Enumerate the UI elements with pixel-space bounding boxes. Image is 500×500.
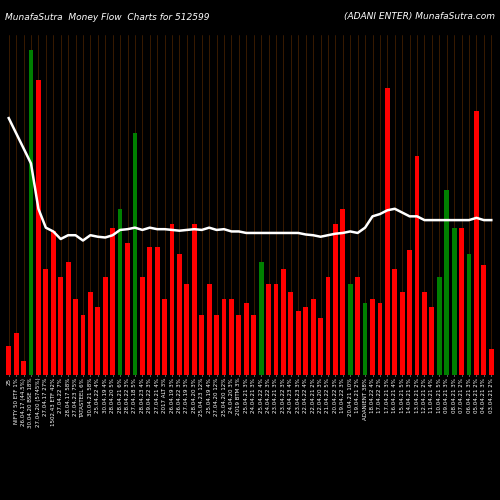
Bar [73, 300, 78, 375]
Bar [459, 228, 464, 375]
Bar [296, 311, 300, 375]
Bar [362, 303, 368, 375]
Bar [474, 110, 479, 375]
Bar [437, 277, 442, 375]
Bar [214, 314, 219, 375]
Bar [489, 348, 494, 375]
Bar [200, 314, 204, 375]
Bar [110, 228, 115, 375]
Bar [14, 334, 18, 375]
Bar [340, 209, 345, 375]
Bar [132, 133, 138, 375]
Text: MunafaSutra  Money Flow  Charts for 512599: MunafaSutra Money Flow Charts for 512599 [5, 12, 210, 22]
Bar [392, 269, 397, 375]
Bar [452, 228, 456, 375]
Bar [28, 50, 34, 375]
Bar [58, 277, 63, 375]
Bar [466, 254, 471, 375]
Bar [378, 303, 382, 375]
Bar [385, 88, 390, 375]
Bar [333, 224, 338, 375]
Bar [252, 314, 256, 375]
Bar [88, 292, 93, 375]
Bar [51, 232, 56, 375]
Bar [222, 300, 226, 375]
Bar [348, 284, 352, 375]
Bar [207, 284, 212, 375]
Bar [318, 318, 323, 375]
Bar [118, 209, 122, 375]
Bar [21, 362, 26, 375]
Bar [258, 262, 264, 375]
Bar [266, 284, 271, 375]
Bar [370, 300, 375, 375]
Bar [6, 346, 11, 375]
Bar [444, 190, 449, 375]
Bar [36, 80, 41, 375]
Bar [274, 284, 278, 375]
Bar [414, 156, 420, 375]
Bar [281, 269, 286, 375]
Bar [236, 314, 242, 375]
Bar [125, 243, 130, 375]
Text: (ADANI ENTER) MunafaSutra.com: (ADANI ENTER) MunafaSutra.com [344, 12, 495, 22]
Bar [304, 307, 308, 375]
Bar [310, 300, 316, 375]
Bar [422, 292, 427, 375]
Bar [184, 284, 190, 375]
Bar [44, 269, 48, 375]
Bar [155, 246, 160, 375]
Bar [326, 277, 330, 375]
Bar [162, 300, 167, 375]
Bar [229, 300, 234, 375]
Bar [177, 254, 182, 375]
Bar [66, 262, 70, 375]
Bar [192, 224, 196, 375]
Bar [80, 314, 86, 375]
Bar [355, 277, 360, 375]
Bar [482, 266, 486, 375]
Bar [244, 303, 248, 375]
Bar [103, 277, 108, 375]
Bar [288, 292, 293, 375]
Bar [400, 292, 404, 375]
Bar [407, 250, 412, 375]
Bar [140, 277, 145, 375]
Bar [170, 224, 174, 375]
Bar [96, 307, 100, 375]
Bar [430, 307, 434, 375]
Bar [148, 246, 152, 375]
